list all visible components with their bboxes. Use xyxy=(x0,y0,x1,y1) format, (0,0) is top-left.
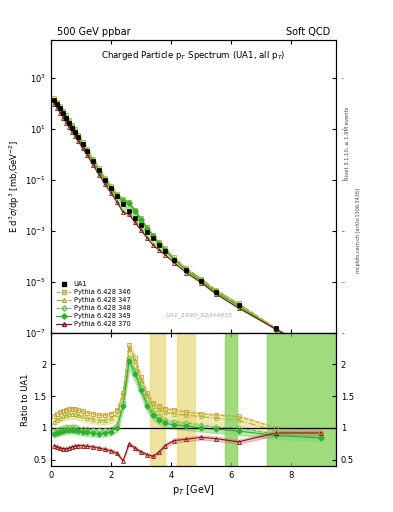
Bar xyxy=(267,333,336,466)
Text: UA1_1990_S2044935: UA1_1990_S2044935 xyxy=(166,312,233,318)
Text: mcplots.cern.ch [arXiv:1306.3436]: mcplots.cern.ch [arXiv:1306.3436] xyxy=(356,188,361,273)
Y-axis label: Ratio to UA1: Ratio to UA1 xyxy=(21,373,30,425)
Y-axis label: E d$^3\sigma$/dp$^3$ [mb,GeV$^{-2}$]: E d$^3\sigma$/dp$^3$ [mb,GeV$^{-2}$] xyxy=(8,140,22,233)
Legend: UA1, Pythia 6.428 346, Pythia 6.428 347, Pythia 6.428 348, Pythia 6.428 349, Pyt: UA1, Pythia 6.428 346, Pythia 6.428 347,… xyxy=(54,280,132,329)
Text: Charged Particle p$_T$ Spectrum (UA1, all p$_T$): Charged Particle p$_T$ Spectrum (UA1, al… xyxy=(101,49,286,62)
X-axis label: p$_T$ [GeV]: p$_T$ [GeV] xyxy=(172,482,215,497)
Bar xyxy=(267,333,336,466)
Bar xyxy=(177,333,195,466)
Text: Rivet 3.1.10, ≥ 1.9M events: Rivet 3.1.10, ≥ 1.9M events xyxy=(345,106,350,180)
Bar xyxy=(150,333,165,466)
Bar xyxy=(225,333,237,466)
Text: 500 GeV ppbar: 500 GeV ppbar xyxy=(57,27,130,37)
Text: Soft QCD: Soft QCD xyxy=(286,27,331,37)
Bar xyxy=(225,333,237,466)
